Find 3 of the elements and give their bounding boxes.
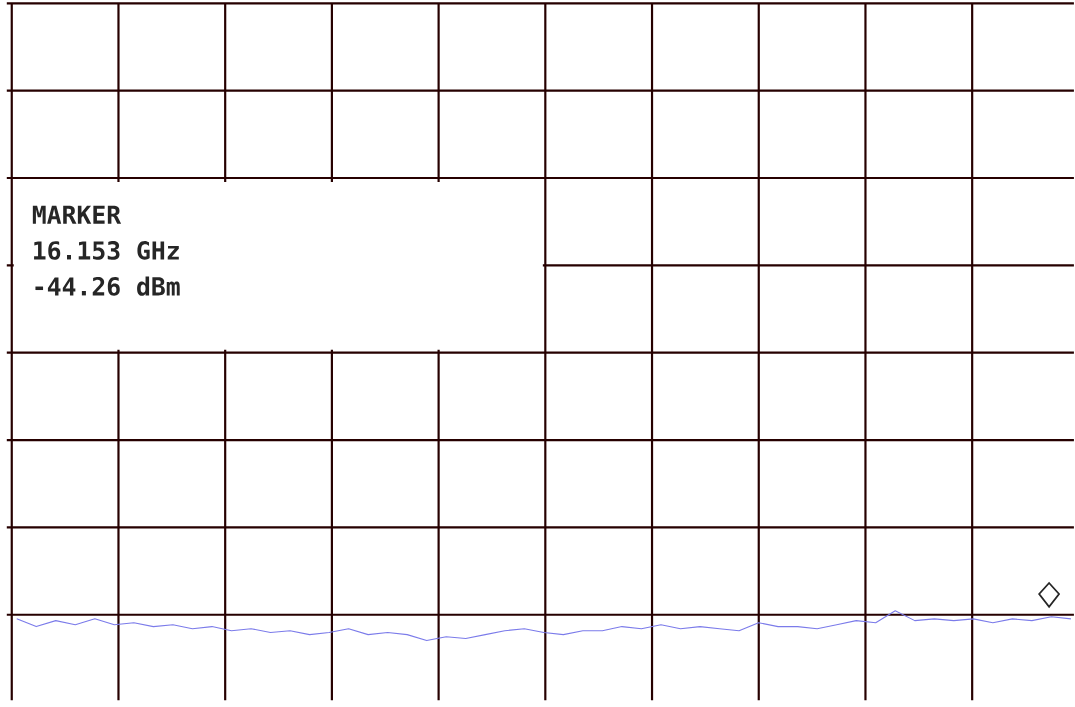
text: MARKER [32, 205, 122, 224]
text: -44.26 dBm [35, 276, 180, 296]
text: 16.153 GHz [34, 241, 179, 260]
